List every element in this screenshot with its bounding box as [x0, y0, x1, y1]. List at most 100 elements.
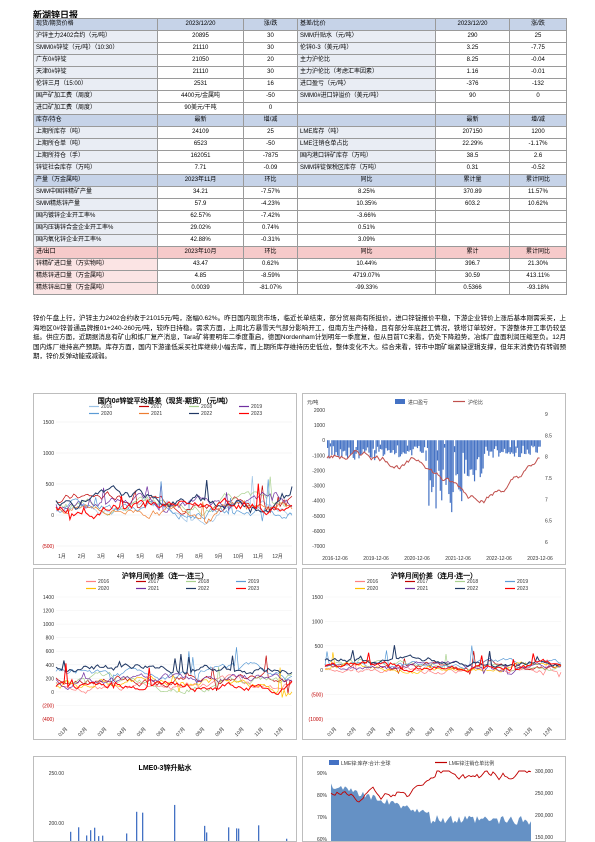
y-tick-label: (200) [42, 703, 54, 709]
bar [428, 440, 430, 506]
x-tick-label: 2022-12-06 [486, 556, 512, 562]
bar [361, 440, 363, 455]
bar [349, 440, 352, 456]
bar [434, 440, 436, 473]
bar [466, 440, 469, 476]
ratio-line [326, 450, 540, 504]
table-row: SMM中国锌精矿产量 34.21 -7.57% 8.25% 370.89 11.57% [33, 186, 567, 199]
table-row: 进/出口 2023年10月 环比 同比 累计 累计同比 [33, 246, 567, 259]
table-cell: 0.0039 [157, 282, 244, 295]
bar [379, 444, 381, 450]
table-cell: 38.5 [435, 150, 510, 163]
table-cell: 天津0#锌锭 [33, 66, 158, 79]
data-table: 现货/期货价格 2023/12/20 涨/跌 基差/比价 2023/12/20 涨/跌 沪锌… [33, 18, 567, 295]
legend-label: 2019 [248, 579, 259, 585]
table-cell: SMM升贴水（元/吨） [297, 30, 436, 43]
y-tick-label: 1000 [43, 622, 54, 628]
spread-month-chart-title: 沪锌月间价差（连月-连一） [390, 573, 478, 580]
bar [388, 440, 390, 451]
bar [334, 440, 336, 457]
bar [419, 440, 421, 452]
table-row: 现货/期货价格 2023/12/20 涨/跌 基差/比价 2023/12/20 涨/跌 [33, 18, 567, 31]
x-tick-label: 1月 [58, 554, 66, 560]
bar [392, 440, 394, 451]
table-cell: 国内压铸锌合金企业开工率% [33, 222, 158, 235]
bar [86, 835, 88, 841]
bar [238, 828, 240, 841]
table-cell: -0.01 [509, 66, 567, 79]
table-row: 上期所持仓（手） 162051 -7875 国内港口锌矿库存（万吨） 38.5 2.6 [33, 150, 567, 163]
x-tick-label: 06月 [155, 726, 167, 738]
table-cell [435, 102, 510, 115]
stock-area [331, 783, 531, 841]
bar [394, 440, 396, 455]
series-line [55, 475, 293, 525]
x-tick-label: 9月 [215, 554, 223, 560]
spread-1-3-chart: 2016 2017 2018 2019 2020 2021 2022 2023 1400 1200… [42, 579, 293, 738]
table-cell: 21050 [157, 54, 244, 67]
x-tick-label: 07月 [175, 726, 187, 738]
bar [529, 440, 531, 455]
y-tick-label: 60% [317, 837, 328, 842]
spread-month-chart-panel: 沪锌月间价差（连月-连一） 2016 2017 2018 2019 2020 2021 20… [302, 568, 566, 740]
x-tick-label: 05月 [405, 726, 417, 738]
spread-1-3-chart-panel: 沪锌月间价差（连一-连三） 2016 2017 2018 2019 2020 2021 20… [33, 568, 297, 740]
table-row: 库存/持仓 最新 增/减 最新 增/减 [33, 114, 567, 127]
y-tick-label: -7000 [312, 544, 325, 550]
bar [448, 440, 450, 495]
bar [472, 440, 474, 475]
table-cell: 30 [243, 66, 298, 79]
table-cell: 累计同比 [509, 246, 567, 259]
table-cell: 国内港口锌矿库存（万吨） [297, 150, 436, 163]
bar [532, 440, 534, 448]
table-cell: -0.09 [243, 162, 298, 175]
table-cell [435, 210, 510, 223]
bar [376, 440, 379, 447]
bar [364, 440, 366, 452]
table-cell: LME库存（吨） [297, 126, 436, 139]
bar [431, 440, 433, 493]
bar [354, 449, 356, 460]
table-cell: 主力沪伦比 [297, 54, 436, 67]
table-cell: 伦锌三月（15:00） [33, 78, 158, 91]
bar [449, 440, 451, 503]
bar [372, 440, 374, 449]
table-cell: 同比 [297, 174, 436, 187]
bar [463, 440, 466, 474]
legend-label: 2021 [417, 586, 428, 592]
legend-label: 沪伦比 [468, 399, 483, 406]
import-margin-chart-panel: 元/吨 进口盈亏 沪伦比 2000 1000 0 -1000 -2000 -3000 -4000 -… [302, 393, 566, 565]
y-tick-label: (1000) [309, 717, 324, 723]
bar [384, 440, 386, 455]
table-cell: 34.21 [157, 186, 244, 199]
bar [359, 440, 362, 456]
y-tick-label: 0 [322, 438, 325, 444]
table-cell: -99.33% [297, 282, 436, 295]
table-cell: 进口矿加工费（周度） [33, 102, 158, 115]
x-tick-label: 04月 [116, 726, 128, 738]
table-cell: SMM0#锌锭（元/吨）（10:30） [33, 42, 158, 55]
bar [438, 440, 440, 471]
table-cell: 10.35% [297, 198, 436, 211]
table-cell: 30.59 [435, 270, 510, 283]
bar [505, 440, 507, 454]
table-cell: 0.5366 [435, 282, 510, 295]
table-cell: 0 [509, 90, 567, 103]
table-cell: -50 [243, 138, 298, 151]
legend-label: 2023 [251, 411, 262, 417]
legend-label: 2017 [151, 404, 162, 410]
table-cell: 24109 [157, 126, 244, 139]
table-cell [297, 114, 436, 127]
table-cell: SMM锌锭保税区库存（万吨） [297, 162, 436, 175]
y-tick-label: 600 [46, 649, 55, 655]
table-cell: 精炼锌出口量（万金属吨） [33, 282, 158, 295]
bar [204, 825, 206, 841]
y-tick-label: 0 [51, 513, 54, 519]
y-tick-label: 1500 [43, 420, 54, 426]
table-cell: 0.51% [297, 222, 436, 235]
table-row: 进口矿加工费（周度） 90美元/干吨 0 [33, 102, 567, 115]
table-cell: 国内氧化锌企业开工率% [33, 234, 158, 247]
x-tick-label: 5月 [137, 554, 145, 560]
table-cell: 1.16 [435, 66, 510, 79]
bar [441, 440, 443, 501]
